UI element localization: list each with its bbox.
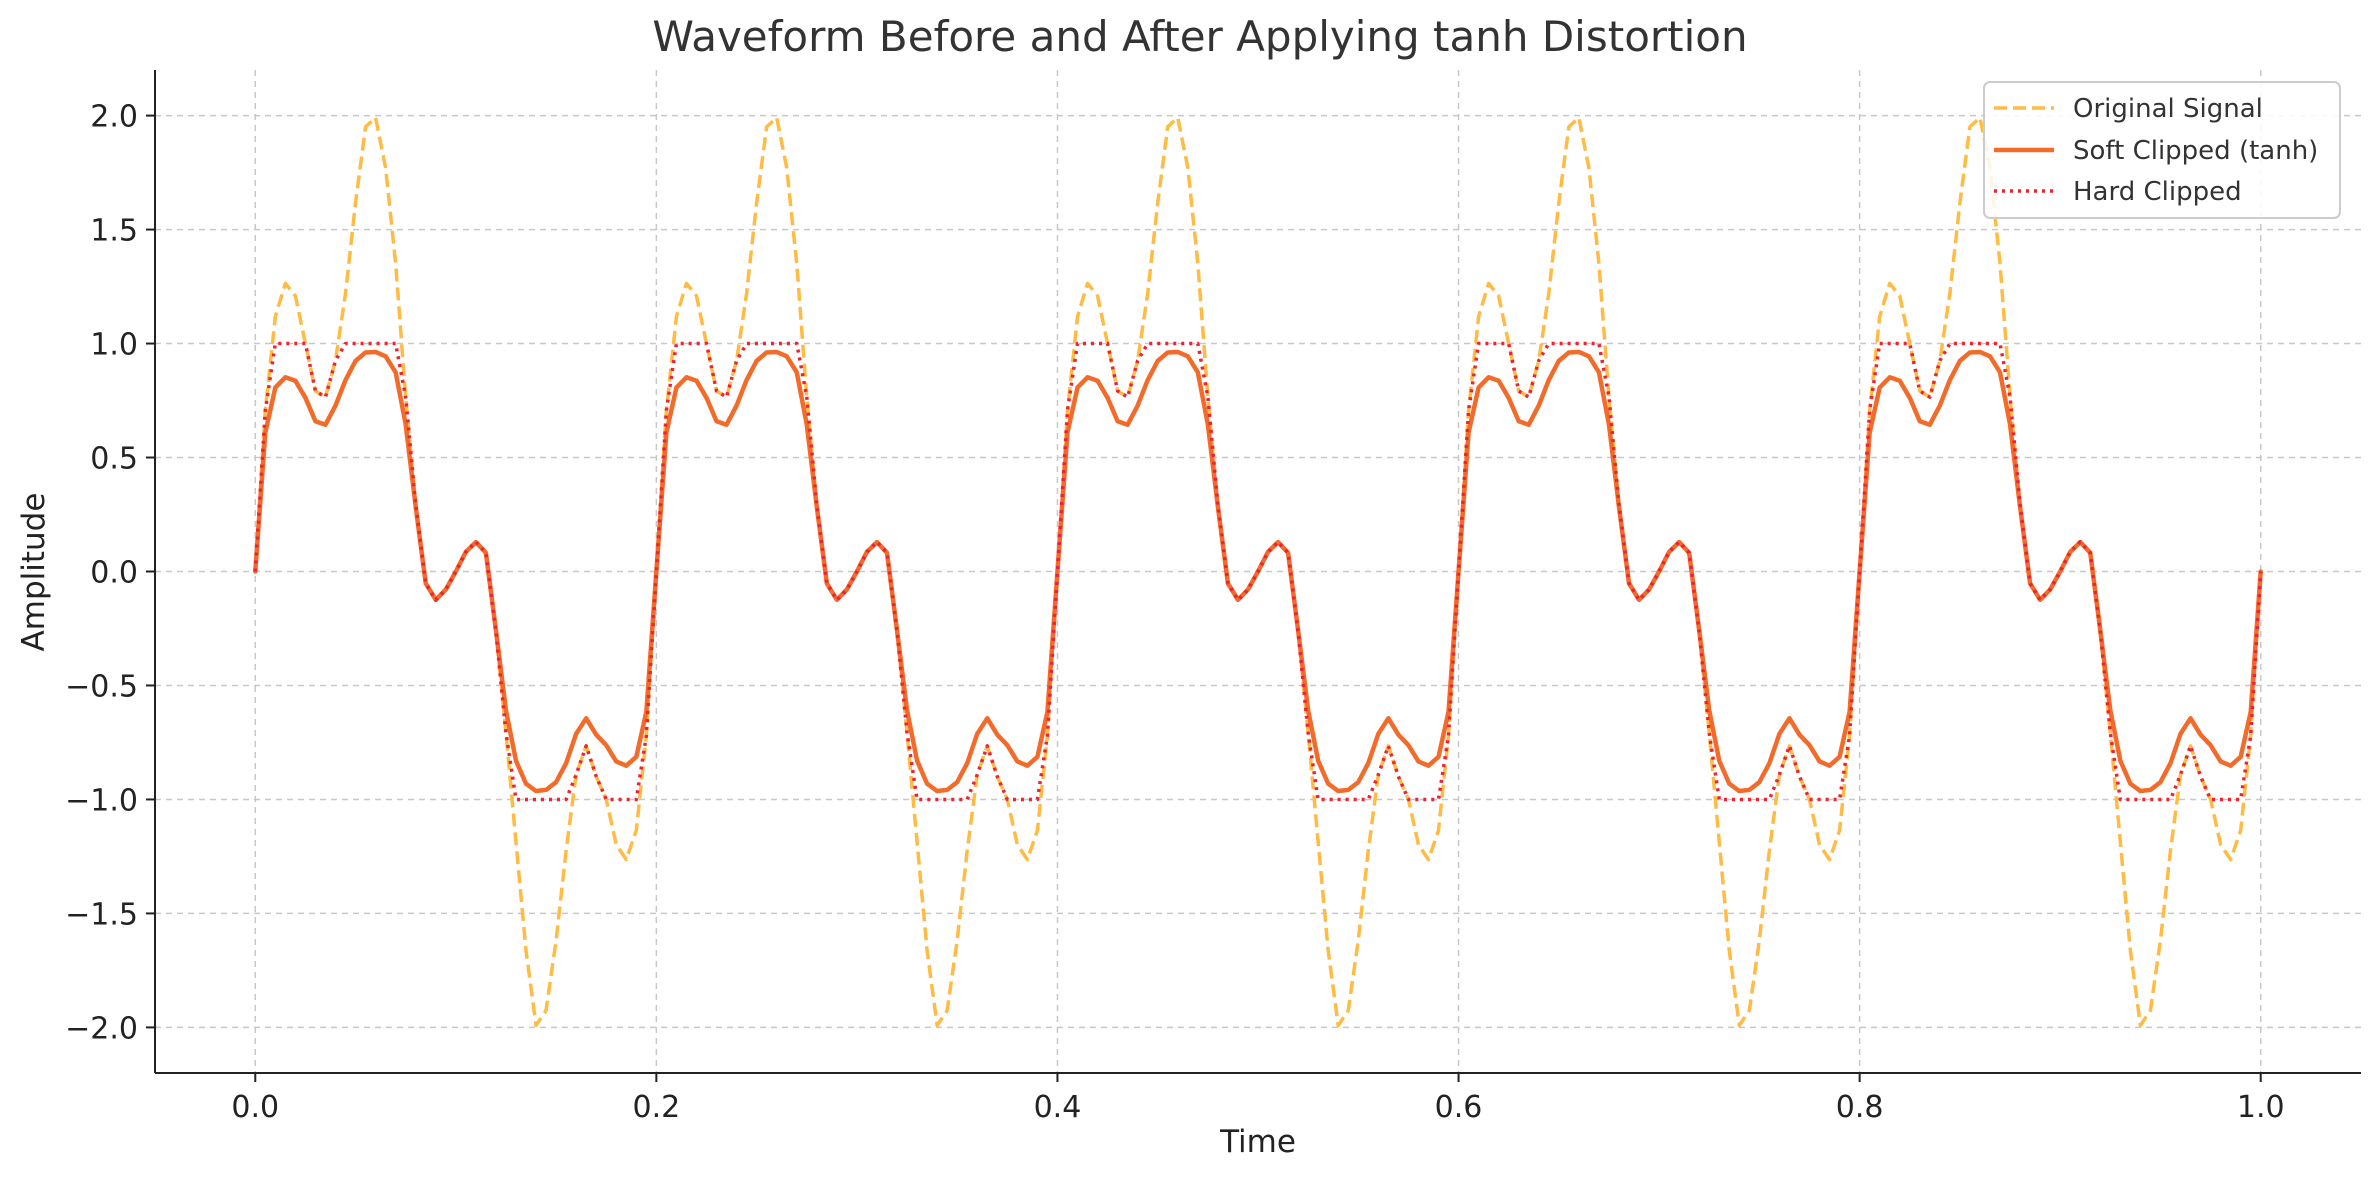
x-tick-label: 0.8 (1836, 1090, 1884, 1125)
y-tick-label: −1.5 (65, 897, 138, 932)
legend-frame (1983, 81, 2341, 219)
series-layer (253, 115, 2263, 1028)
y-tick-label: −1.0 (65, 783, 138, 818)
y-tick-label: 0.0 (90, 556, 138, 591)
x-axis-label: Time (1219, 1124, 1296, 1160)
y-tick-label: 1.0 (90, 328, 138, 363)
y-tick-label: 0.5 (90, 442, 138, 477)
x-tick-label: 0.2 (633, 1090, 681, 1125)
x-tick-label: 0.4 (1034, 1090, 1082, 1125)
x-tick-label: 1.0 (2237, 1090, 2285, 1125)
grid (155, 70, 2361, 1073)
y-tick-label: 2.0 (90, 100, 138, 135)
x-tick-label: 0.0 (231, 1090, 279, 1125)
y-tick-label: −0.5 (65, 669, 138, 704)
legend: Original Signal Soft Clipped (tanh) Hard… (1983, 81, 2341, 219)
series-line-hard-clipped (253, 341, 2263, 802)
legend-label-soft-clipped: Soft Clipped (tanh) (2073, 136, 2318, 166)
y-axis-label: Amplitude (16, 493, 52, 652)
legend-label-hard-clipped: Hard Clipped (2073, 177, 2242, 207)
chart-title: Waveform Before and After Applying tanh … (652, 12, 1747, 61)
y-tick-label: −2.0 (65, 1011, 138, 1046)
y-tick-label: 1.5 (90, 214, 138, 249)
tick-labels: 0.0 0.2 0.4 0.6 0.8 1.0 2.0 1.5 1.0 0.5 0.0 −0.5 −1.… (65, 100, 2284, 1125)
x-tick-label: 0.6 (1435, 1090, 1483, 1125)
legend-label-original: Original Signal (2073, 94, 2263, 124)
